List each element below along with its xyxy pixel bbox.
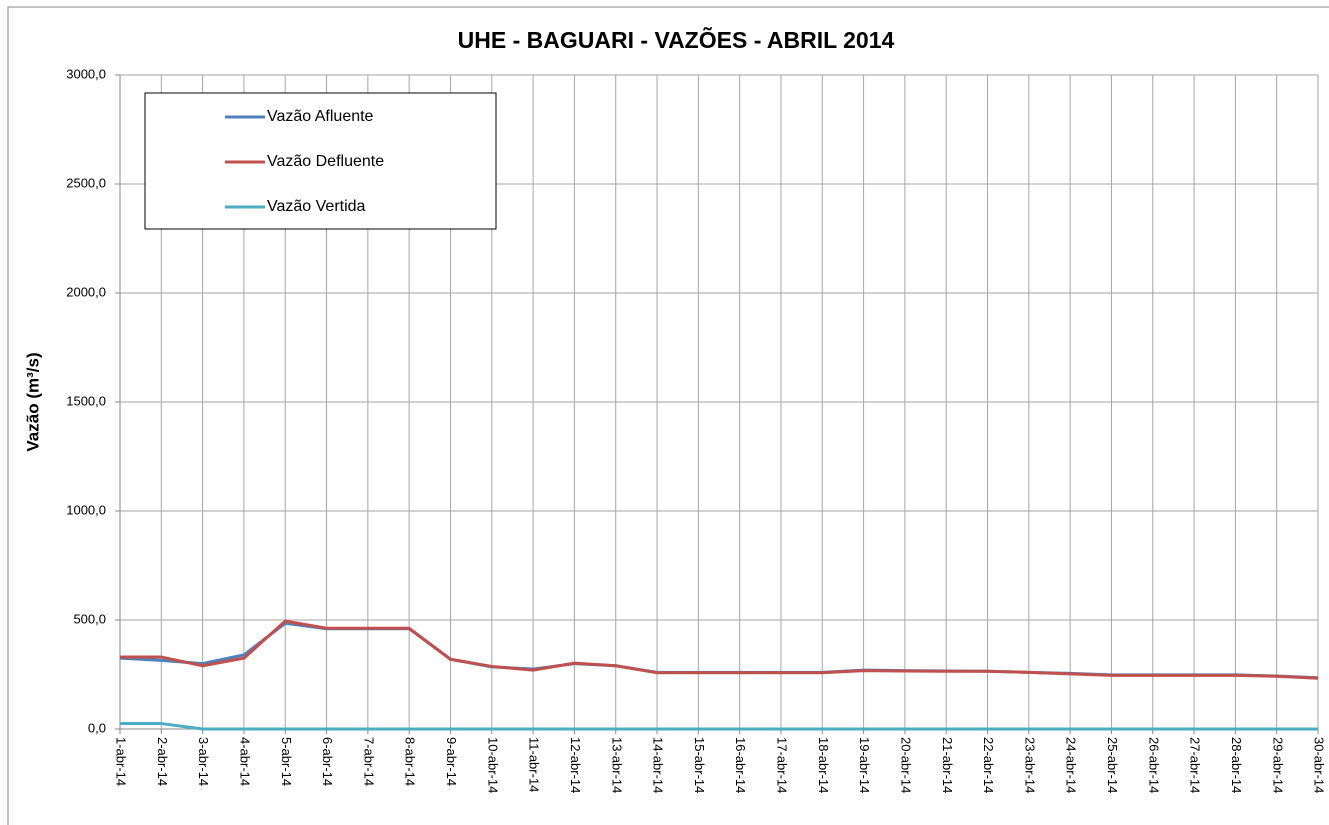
x-tick-label: 11-abr-14: [527, 737, 542, 792]
legend-label: Vazão Defluente: [267, 153, 384, 170]
x-tick-label: 7-abr-14: [361, 737, 376, 786]
y-tick-label: 2000,0: [66, 284, 106, 299]
x-tick-label: 23-abr-14: [1022, 737, 1037, 793]
x-tick-label: 3-abr-14: [196, 737, 211, 786]
x-tick-label: 26-abr-14: [1146, 737, 1161, 793]
series-line: [120, 722, 1318, 731]
legend-label: Vazão Vertida: [267, 198, 366, 215]
legend-box: [144, 92, 497, 230]
x-tick-label: 14-abr-14: [651, 737, 666, 793]
series-line: [120, 619, 1319, 680]
y-tick-label: 0,0: [88, 720, 106, 735]
x-tick-label: 19-abr-14: [857, 737, 872, 793]
x-tick-label: 16-abr-14: [733, 737, 748, 793]
y-tick-label: 1500,0: [66, 393, 106, 408]
legend-label: Vazão Afluente: [267, 108, 374, 125]
x-tick-label: 5-abr-14: [279, 737, 294, 786]
x-tick-label: 21-abr-14: [940, 737, 955, 793]
x-tick-label: 10-abr-14: [485, 737, 500, 793]
x-tick-label: 24-abr-14: [1064, 737, 1079, 793]
x-tick-label: 15-abr-14: [692, 737, 707, 793]
x-tick-label: 27-abr-14: [1188, 737, 1203, 793]
x-tick-label: 20-abr-14: [898, 737, 913, 793]
x-tick-label: 6-abr-14: [320, 737, 335, 786]
x-tick-label: 2-abr-14: [155, 737, 170, 786]
x-tick-label: 28-abr-14: [1229, 737, 1244, 793]
x-tick-label: 8-abr-14: [403, 737, 418, 786]
y-axis-label: Vazão (m³/s): [23, 352, 42, 451]
x-tick-label: 4-abr-14: [237, 737, 252, 786]
y-tick-label: 1000,0: [66, 502, 106, 517]
x-tick-label: 22-abr-14: [981, 737, 996, 793]
x-tick-label: 17-abr-14: [775, 737, 790, 793]
x-tick-label: 13-abr-14: [609, 737, 624, 793]
x-tick-label: 25-abr-14: [1105, 737, 1120, 793]
y-tick-label: 3000,0: [66, 66, 106, 81]
y-tick-label: 500,0: [73, 611, 106, 626]
x-tick-label: 30-abr-14: [1312, 737, 1327, 793]
x-tick-label: 9-abr-14: [444, 737, 459, 786]
chart-title: UHE - BAGUARI - VAZÕES - ABRIL 2014: [458, 26, 895, 53]
x-tick-label: 12-abr-14: [568, 737, 583, 793]
x-tick-label: 1-abr-14: [114, 737, 129, 786]
x-tick-label: 18-abr-14: [816, 737, 831, 793]
x-tick-label: 29-abr-14: [1270, 737, 1285, 793]
y-tick-label: 2500,0: [66, 175, 106, 190]
